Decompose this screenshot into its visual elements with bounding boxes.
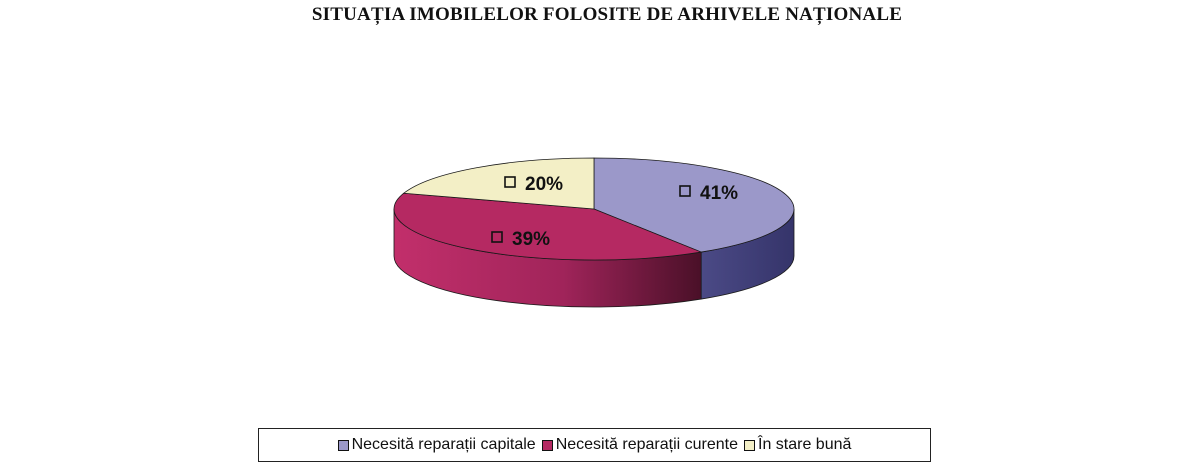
data-label-text-stare-buna: 20% [525,174,563,195]
data-label-swatch-curente [491,231,503,243]
legend-item-curente: Necesită reparații curente [541,436,738,454]
legend-label-curente: Necesită reparații curente [555,436,738,453]
data-label-text-curente: 39% [512,229,550,250]
data-label-text-capitale: 41% [700,183,738,204]
pie-tops [393,157,795,261]
legend-swatch-capitale [337,439,349,451]
legend: Necesită reparații capitale Necesită rep… [258,428,931,462]
data-label-curente: 39% [491,229,550,250]
pie-data-labels: 41% 39% 20% [491,174,738,250]
data-label-capitale: 41% [679,183,738,204]
data-label-swatch-capitale [679,185,691,197]
legend-item-capitale: Necesită reparații capitale [337,436,536,454]
chart-title: SITUAȚIA IMOBILELOR FOLOSITE DE ARHIVELE… [311,4,903,25]
legend-swatch-stare-buna [744,439,755,451]
legend-label-capitale: Necesită reparații capitale [351,436,536,453]
pie-slice-capitale [593,157,795,253]
pie-slice-stare-buna [402,157,595,210]
pie-slice-curente [393,192,703,261]
data-label-swatch-stare-buna [504,176,516,188]
legend-swatch-curente [541,439,553,451]
legend-item-stare-buna: În stare bună [744,436,851,454]
pie-chart: 41% 39% 20% [393,157,795,308]
legend-label-stare-buna: În stare bună [758,436,852,453]
data-label-stare-buna: 20% [504,174,563,195]
